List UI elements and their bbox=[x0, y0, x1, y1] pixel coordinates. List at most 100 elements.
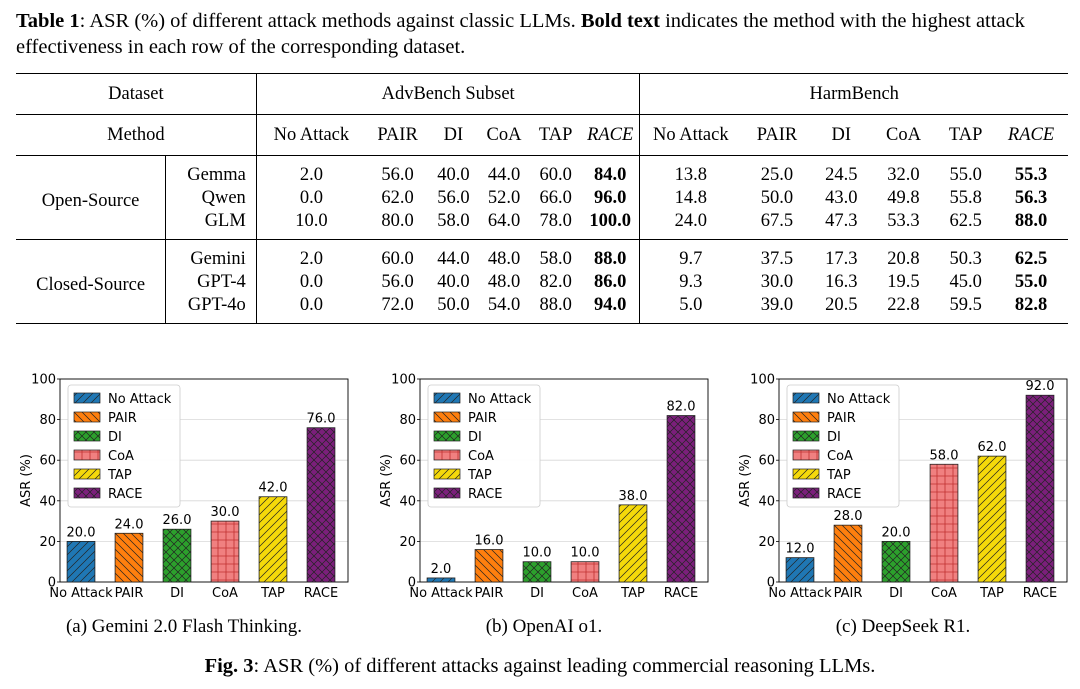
table-cell: 100.0 bbox=[589, 211, 632, 231]
y-tick-label: 80 bbox=[39, 413, 56, 428]
table-cell: 56.0 bbox=[381, 165, 414, 185]
bar-value-label: 62.0 bbox=[978, 440, 1007, 455]
legend-label: DI bbox=[468, 430, 482, 445]
table-row: Open-Source Gemma 2.0 56.0 40.0 44.0 60.0 84.0 1… bbox=[16, 155, 1068, 211]
method-col: No Attack bbox=[639, 114, 742, 156]
method-col: DI bbox=[443, 124, 464, 145]
table-cell: 78.0 bbox=[539, 211, 572, 231]
table-cell: 9.7 bbox=[639, 239, 742, 271]
legend-label: DI bbox=[108, 430, 122, 445]
bar bbox=[785, 557, 815, 583]
legend-swatch bbox=[433, 430, 461, 442]
x-tick-label: DI bbox=[530, 586, 544, 601]
table-cell: 30.0 bbox=[760, 272, 794, 292]
legend-label: TAP bbox=[826, 468, 851, 483]
legend-swatch bbox=[792, 392, 820, 404]
bar-value-label: 92.0 bbox=[1026, 379, 1055, 394]
group-label: Closed-Source bbox=[36, 275, 146, 295]
table-row: Qwen 0.0 62.0 56.0 52.0 66.0 96.0 14.8 50.0 43.0 4… bbox=[16, 187, 1068, 210]
bar-value-label: 28.0 bbox=[834, 509, 863, 524]
table-cell: 52.0 bbox=[487, 188, 521, 208]
bar-value-label: 26.0 bbox=[163, 513, 192, 528]
table-cell: 53.3 bbox=[887, 211, 920, 231]
table-cell: 50.0 bbox=[437, 295, 470, 315]
legend-swatch bbox=[73, 430, 101, 442]
bar-value-label: 82.0 bbox=[667, 400, 696, 415]
bar-value-label: 20.0 bbox=[882, 525, 911, 540]
y-axis-label: ASR (%) bbox=[379, 454, 394, 507]
method-col: CoA bbox=[486, 124, 522, 145]
model-name: GLM bbox=[165, 210, 257, 240]
bar-value-label: 10.0 bbox=[571, 546, 600, 561]
method-col: PAIR bbox=[756, 124, 798, 145]
y-tick-label: 40 bbox=[758, 494, 775, 509]
dataset-harmbench: HarmBench bbox=[639, 73, 1068, 115]
legend-label: CoA bbox=[108, 449, 134, 464]
bar bbox=[522, 561, 552, 583]
table-cell: 72.0 bbox=[381, 295, 414, 315]
legend-label: No Attack bbox=[108, 392, 172, 407]
bar-value-label: 12.0 bbox=[786, 542, 815, 557]
legend-swatch bbox=[73, 468, 101, 480]
legend-swatch bbox=[73, 392, 101, 404]
table-cell: 50.0 bbox=[760, 188, 794, 208]
x-tick-label: DI bbox=[889, 586, 903, 601]
x-tick-label: DI bbox=[170, 586, 184, 601]
bar-value-label: 38.0 bbox=[619, 489, 648, 504]
table-cell: 80.0 bbox=[381, 211, 414, 231]
bar bbox=[210, 520, 240, 583]
table-cell: 58.0 bbox=[437, 211, 470, 231]
x-tick-label: TAP bbox=[979, 586, 1004, 601]
group-label: Open-Source bbox=[41, 191, 140, 211]
table-cell: 45.0 bbox=[949, 272, 982, 292]
table-cell: 44.0 bbox=[487, 165, 521, 185]
table-cell: 62.0 bbox=[381, 188, 414, 208]
table-cell: 56.3 bbox=[1014, 188, 1048, 208]
method-col: TAP bbox=[538, 124, 573, 145]
table-cell: 64.0 bbox=[487, 211, 521, 231]
legend-label: RACE bbox=[468, 487, 502, 502]
table-cell: 20.8 bbox=[887, 249, 920, 269]
x-tick-label: TAP bbox=[620, 586, 645, 601]
x-tick-label: PAIR bbox=[475, 586, 504, 601]
y-tick-label: 100 bbox=[391, 373, 416, 388]
y-tick-label: 80 bbox=[758, 413, 775, 428]
y-tick-label: 20 bbox=[758, 535, 775, 550]
table-cell: 39.0 bbox=[760, 295, 794, 315]
table-cell: 32.0 bbox=[887, 165, 920, 185]
table-row: GLM 10.0 80.0 58.0 64.0 78.0 100.0 24.0 67.5 47.3… bbox=[16, 210, 1068, 240]
table-cell: 16.3 bbox=[825, 272, 858, 292]
table-cell: 17.3 bbox=[825, 249, 858, 269]
bar-value-label: 2.0 bbox=[431, 562, 452, 577]
y-tick-label: 20 bbox=[39, 535, 56, 550]
y-tick-label: 0 bbox=[408, 576, 416, 591]
bar-chart-gemini: 0 20 40 60 80 100 ASR (%) 20.0 No Attack 24.0 PAIR… bbox=[19, 373, 349, 601]
table-cell: 25.0 bbox=[760, 165, 794, 185]
legend-swatch bbox=[73, 411, 101, 423]
x-tick-label: RACE bbox=[304, 586, 338, 601]
table-cell: 24.5 bbox=[825, 165, 858, 185]
bar-value-label: 58.0 bbox=[930, 448, 959, 463]
bar-value-label: 10.0 bbox=[523, 546, 552, 561]
table-cell: 48.0 bbox=[487, 272, 521, 292]
method-col: PAIR bbox=[377, 124, 418, 145]
table-cell: 82.8 bbox=[1014, 295, 1048, 315]
x-tick-label: No Attack bbox=[49, 586, 113, 601]
method-col: RACE bbox=[587, 124, 634, 145]
y-tick-label: 100 bbox=[750, 373, 775, 388]
x-tick-label: CoA bbox=[931, 586, 957, 601]
y-tick-label: 0 bbox=[767, 576, 775, 591]
bar bbox=[66, 540, 96, 583]
method-col: TAP bbox=[948, 124, 983, 145]
legend-swatch bbox=[792, 468, 820, 480]
legend-label: TAP bbox=[107, 468, 132, 483]
table-cell: 55.8 bbox=[949, 188, 982, 208]
legend-swatch bbox=[792, 411, 820, 423]
x-tick-label: PAIR bbox=[115, 586, 144, 601]
table-cell: 58.0 bbox=[539, 249, 572, 269]
bar bbox=[929, 463, 959, 583]
legend-swatch bbox=[433, 411, 461, 423]
model-name: Gemma bbox=[165, 155, 257, 187]
method-col: DI bbox=[831, 124, 852, 145]
table-cell: 55.0 bbox=[1014, 272, 1048, 292]
